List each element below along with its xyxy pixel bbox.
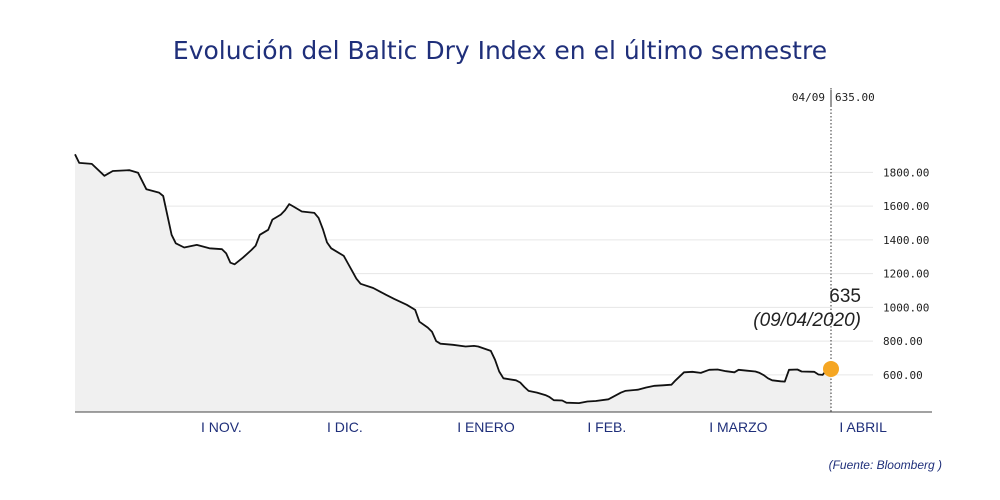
last-point-marker xyxy=(823,360,839,377)
x-tick-label: I MARZO xyxy=(709,419,767,435)
x-tick-label: I FEB. xyxy=(587,419,626,435)
y-tick-label: 1200.00 xyxy=(883,268,929,281)
cursor-value-label: 635.00 xyxy=(835,91,875,104)
y-axis: 1800.00 1600.00 1400.00 1200.00 1000.00 800.0… xyxy=(883,166,929,382)
cursor-date-label: 04/09 xyxy=(792,91,825,104)
y-tick-label: 1000.00 xyxy=(883,301,929,314)
y-tick-label: 1400.00 xyxy=(883,234,929,247)
x-tick-label: I ABRIL xyxy=(839,419,887,435)
annotation-date: (09/04/2020) xyxy=(753,310,861,331)
y-tick-label: 1600.00 xyxy=(883,200,929,213)
y-tick-label: 600.00 xyxy=(883,369,923,382)
annotation-value: 635 xyxy=(829,286,861,307)
x-tick-label: I ENERO xyxy=(457,419,515,435)
y-tick-label: 1800.00 xyxy=(883,166,929,179)
x-tick-label: I DIC. xyxy=(327,419,363,435)
y-tick-label: 800.00 xyxy=(883,335,923,348)
chart-title: Evolución del Baltic Dry Index en el últ… xyxy=(172,36,828,65)
x-tick-label: I NOV. xyxy=(201,419,242,435)
series-area xyxy=(75,154,831,413)
x-axis: I NOV. I DIC. I ENERO I FEB. I MARZO I ABRIL xyxy=(201,419,887,435)
source-note: (Fuente: Bloomberg ) xyxy=(828,458,942,472)
series-line xyxy=(74,153,832,404)
